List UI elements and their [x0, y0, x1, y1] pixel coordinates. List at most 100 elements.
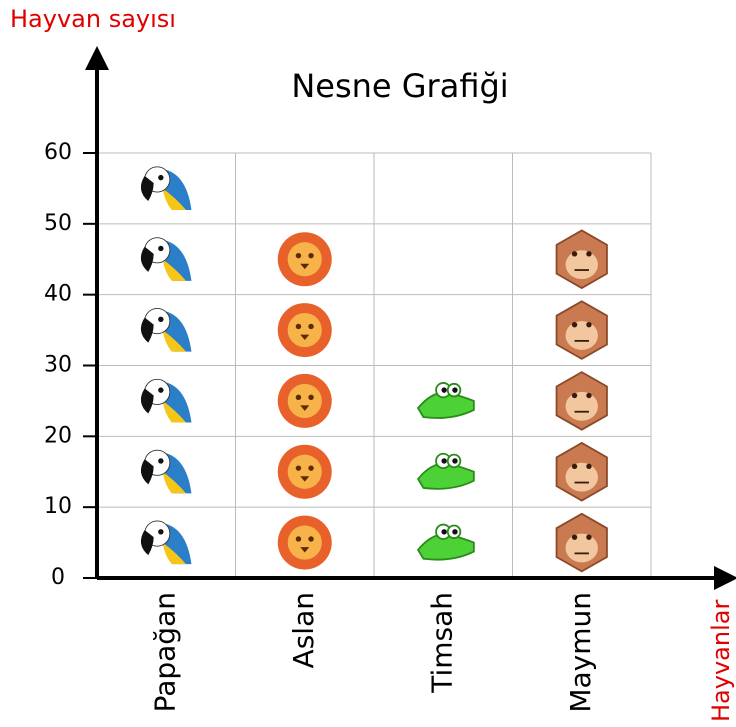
- icon: [140, 308, 192, 352]
- icon: [140, 237, 192, 281]
- icon: [277, 303, 332, 358]
- icon-part: [308, 465, 314, 471]
- pictograph-column: [555, 229, 608, 573]
- icon: [555, 300, 608, 360]
- icon-part: [162, 188, 187, 211]
- icon: [416, 452, 475, 490]
- icon-part: [441, 458, 447, 464]
- icon-part: [416, 391, 475, 419]
- icon-part: [452, 458, 458, 464]
- icon-part: [565, 391, 598, 421]
- y-tick-label: 30: [44, 353, 72, 378]
- y-tick-label: 0: [51, 565, 65, 590]
- icon-part: [287, 312, 322, 348]
- icon-part: [300, 547, 310, 553]
- icon-part: [565, 250, 598, 280]
- icon-part: [452, 387, 458, 393]
- y-axis-title: Hayvan sayısı: [10, 5, 176, 33]
- icon: [277, 444, 332, 499]
- icon-part: [300, 405, 310, 411]
- icon: [140, 166, 192, 211]
- icon-part: [158, 316, 164, 322]
- icon-part: [308, 252, 314, 259]
- pictograph-column: [416, 382, 475, 561]
- icon-part: [140, 246, 154, 272]
- icon-part: [586, 251, 592, 257]
- icon: [555, 229, 608, 290]
- y-tick-label: 50: [44, 211, 72, 236]
- x-tick-label: Maymun: [564, 592, 597, 713]
- y-tick-label: 60: [44, 140, 72, 165]
- icon-part: [162, 259, 187, 281]
- icon-part: [140, 529, 154, 556]
- icon-part: [158, 529, 164, 535]
- icon-part: [586, 463, 592, 470]
- icon-part: [287, 525, 322, 560]
- icon-part: [416, 533, 475, 561]
- icon: [140, 520, 192, 565]
- icon-part: [287, 454, 322, 489]
- icon-part: [308, 536, 314, 542]
- icon-part: [586, 534, 592, 540]
- icon-part: [287, 242, 322, 277]
- icon-part: [158, 387, 164, 393]
- icon-part: [295, 394, 302, 401]
- icon-part: [295, 252, 302, 259]
- icon-part: [586, 321, 592, 328]
- icon: [555, 371, 608, 431]
- y-tick-label: 10: [44, 494, 72, 519]
- icon-part: [140, 459, 154, 485]
- icon-part: [586, 392, 592, 399]
- plot: 0 10 20 30 40 50 60 Papağan Aslan Timsah Maymun: [44, 140, 652, 713]
- pictograph-column: [277, 232, 332, 570]
- icon-part: [295, 536, 302, 542]
- icon-part: [140, 317, 154, 343]
- icon-part: [162, 471, 187, 494]
- icon-part: [295, 323, 302, 330]
- icon-part: [441, 529, 447, 535]
- chart-title: Nesne Grafiği: [291, 67, 508, 105]
- icon-part: [565, 321, 598, 350]
- icon-part: [295, 465, 302, 471]
- x-axis-title: Hayvanlar: [707, 600, 735, 722]
- icon-part: [140, 388, 154, 414]
- x-tick-label: Aslan: [287, 592, 320, 668]
- icon-part: [300, 334, 310, 340]
- icon-part: [140, 175, 154, 202]
- icon-part: [565, 533, 598, 563]
- icon-part: [308, 394, 314, 401]
- icon-part: [571, 392, 578, 399]
- icon-part: [162, 400, 187, 423]
- icon-part: [287, 383, 322, 419]
- icon: [140, 378, 192, 423]
- icon-part: [441, 387, 447, 393]
- icon-part: [162, 330, 187, 352]
- icon-part: [162, 542, 187, 565]
- icon-part: [300, 263, 310, 270]
- icon-part: [571, 463, 578, 470]
- icon-part: [158, 245, 164, 252]
- icon: [555, 512, 608, 573]
- icon-part: [308, 323, 314, 330]
- icon-part: [452, 529, 458, 535]
- icon-part: [571, 321, 578, 328]
- icon: [140, 449, 192, 494]
- icon: [555, 441, 608, 502]
- icon-part: [158, 174, 164, 181]
- icon-part: [300, 476, 310, 482]
- icon-part: [571, 251, 578, 257]
- x-tick-label: Papağan: [148, 592, 181, 712]
- icon-part: [158, 458, 164, 464]
- icon-part: [565, 462, 598, 492]
- icon: [416, 382, 475, 419]
- x-tick-label: Timsah: [425, 592, 458, 694]
- y-tick-label: 20: [44, 423, 72, 448]
- icon: [277, 232, 332, 287]
- pictograph-column: [140, 166, 192, 565]
- y-tick-label: 40: [44, 282, 72, 307]
- icon: [416, 523, 475, 561]
- icon-part: [571, 534, 578, 540]
- icon: [277, 373, 332, 428]
- icon: [277, 515, 332, 570]
